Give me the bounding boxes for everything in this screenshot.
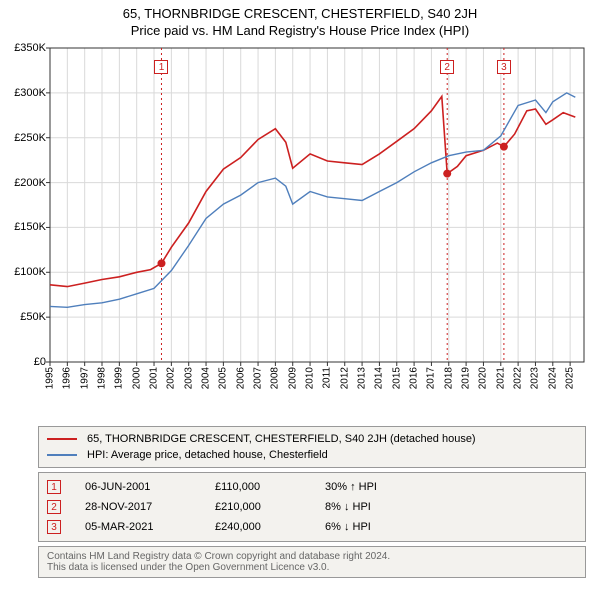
sales-marker-box: 1 <box>47 480 61 494</box>
legend-row: HPI: Average price, detached house, Ches… <box>47 447 577 463</box>
legend-row: 65, THORNBRIDGE CRESCENT, CHESTERFIELD, … <box>47 431 577 447</box>
legend-label: HPI: Average price, detached house, Ches… <box>87 449 328 461</box>
sale-marker-label: 3 <box>497 60 511 74</box>
sale-marker-label: 2 <box>440 60 454 74</box>
footer-line-1: Contains HM Land Registry data © Crown c… <box>47 551 577 562</box>
sales-marker-box: 3 <box>47 520 61 534</box>
attribution-footer: Contains HM Land Registry data © Crown c… <box>38 546 586 578</box>
sales-marker-box: 2 <box>47 500 61 514</box>
title-subtitle: Price paid vs. HM Land Registry's House … <box>0 23 600 38</box>
sales-date: 06-JUN-2001 <box>85 481 215 493</box>
sales-row: 1 06-JUN-2001£110,00030% ↑ HPI <box>47 477 577 497</box>
sales-price: £210,000 <box>215 501 325 513</box>
sales-table: 1 06-JUN-2001£110,00030% ↑ HPI 2 28-NOV-201… <box>38 472 586 542</box>
chart-area: £0£50K£100K£150K£200K£250K£300K£350K 199… <box>0 40 600 420</box>
sales-date: 05-MAR-2021 <box>85 521 215 533</box>
sales-date: 28-NOV-2017 <box>85 501 215 513</box>
sales-delta: 8% ↓ HPI <box>325 501 425 513</box>
sales-row: 3 05-MAR-2021£240,0006% ↓ HPI <box>47 517 577 537</box>
sales-delta: 6% ↓ HPI <box>325 521 425 533</box>
legend-swatch <box>47 454 77 456</box>
sales-delta: 30% ↑ HPI <box>325 481 425 493</box>
title-address: 65, THORNBRIDGE CRESCENT, CHESTERFIELD, … <box>0 6 600 21</box>
sales-price: £110,000 <box>215 481 325 493</box>
sales-row: 2 28-NOV-2017£210,0008% ↓ HPI <box>47 497 577 517</box>
legend-label: 65, THORNBRIDGE CRESCENT, CHESTERFIELD, … <box>87 433 476 445</box>
title-block: 65, THORNBRIDGE CRESCENT, CHESTERFIELD, … <box>0 0 600 40</box>
legend-swatch <box>47 438 77 440</box>
legend: 65, THORNBRIDGE CRESCENT, CHESTERFIELD, … <box>38 426 586 468</box>
footer-line-2: This data is licensed under the Open Gov… <box>47 562 577 573</box>
sale-marker-label: 1 <box>154 60 168 74</box>
sales-price: £240,000 <box>215 521 325 533</box>
sale-marker-labels: 1 2 3 <box>0 40 600 420</box>
page-container: 65, THORNBRIDGE CRESCENT, CHESTERFIELD, … <box>0 0 600 578</box>
